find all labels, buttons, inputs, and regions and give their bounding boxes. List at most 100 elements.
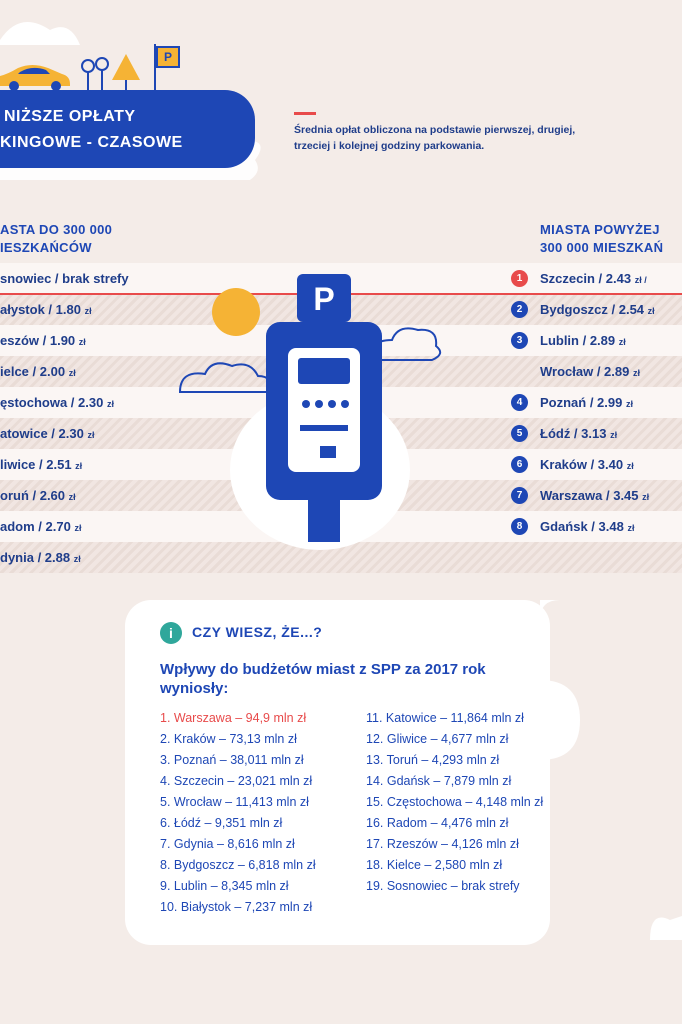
rank-badge: 5 [511, 425, 528, 442]
large-city-cell: Lublin / 2.89 zł [540, 333, 626, 348]
car-icon [0, 65, 70, 91]
small-cities-heading-line2: IESZKAŃCÓW [0, 240, 92, 255]
currency-unit: zł [632, 368, 640, 378]
list-item: 19. Sosnowiec – brak strefy [366, 879, 520, 893]
rank-badge: 8 [511, 518, 528, 535]
currency-unit: zł / [634, 275, 647, 285]
currency-unit: zł [647, 306, 655, 316]
trees-icon [81, 54, 140, 92]
small-city-cell: ęstochowa / 2.30 zł [0, 395, 114, 410]
small-city-cell: oruń / 2.60 zł [0, 488, 76, 503]
small-cities-heading: ASTA DO 300 000 IESZKAŃCÓW [0, 221, 112, 257]
city-price: ałystok / 1.80 [0, 302, 81, 317]
small-city-cell: atowice / 2.30 zł [0, 426, 94, 441]
list-item: 6. Łódź – 9,351 mln zł [160, 816, 283, 830]
currency-unit: zł [618, 337, 626, 347]
info-card-subtitle: Wpływy do budżetów miast z SPP za 2017 r… [160, 661, 486, 697]
large-cities-heading-line2: 300 000 MIESZKAŃ [540, 240, 664, 255]
list-item: 7. Gdynia – 8,616 mln zł [160, 837, 295, 851]
city-price: ielce / 2.00 [0, 364, 66, 379]
small-city-cell: snowiec / brak strefy [0, 271, 129, 286]
small-city-cell: eszów / 1.90 zł [0, 333, 86, 348]
city-price: liwice / 2.51 [0, 457, 72, 472]
rank-badge: 1 [511, 270, 528, 287]
list-item: 16. Radom – 4,476 mln zł [366, 816, 509, 830]
small-city-cell: ielce / 2.00 zł [0, 364, 76, 379]
currency-unit: zł [642, 492, 650, 502]
city-price: Gdańsk / 3.48 [540, 519, 624, 534]
large-city-cell: Warszawa / 3.45 zł [540, 488, 649, 503]
city-price: snowiec / brak strefy [0, 271, 129, 286]
large-city-cell: Wrocław / 2.89 zł [540, 364, 640, 379]
rank-badge: 6 [511, 456, 528, 473]
list-item: 18. Kielce – 2,580 mln zł [366, 858, 503, 872]
city-price: Poznań / 2.99 [540, 395, 623, 410]
small-city-cell: ałystok / 1.80 zł [0, 302, 92, 317]
meter-sign: P [313, 281, 334, 317]
currency-unit: zł [627, 523, 635, 533]
city-price: adom / 2.70 [0, 519, 71, 534]
large-city-cell: Gdańsk / 3.48 zł [540, 519, 634, 534]
city-price: Wrocław / 2.89 [540, 364, 630, 379]
currency-unit: zł [73, 554, 81, 564]
list-item: 2. Kraków – 73,13 mln zł [160, 732, 297, 746]
list-item: 14. Gdańsk – 7,879 mln zł [366, 774, 512, 788]
large-city-cell: Poznań / 2.99 zł [540, 395, 633, 410]
small-cities-heading-line1: ASTA DO 300 000 [0, 222, 113, 237]
parking-sign-letter: P [156, 46, 180, 68]
city-price: eszów / 1.90 [0, 333, 76, 348]
list-item: 12. Gliwice – 4,677 mln zł [366, 732, 509, 746]
rank-badge: 4 [511, 394, 528, 411]
currency-unit: zł [74, 523, 82, 533]
list-item: 10. Białystok – 7,237 mln zł [160, 900, 313, 914]
list-item: 15. Częstochowa – 4,148 mln zł [366, 795, 544, 809]
list-item: 5. Wrocław – 11,413 mln zł [160, 795, 309, 809]
page-title: NIŻSZE OPŁATY KINGOWE - CZASOWE [0, 104, 183, 156]
large-city-cell: Łódź / 3.13 zł [540, 426, 617, 441]
city-price: Łódź / 3.13 [540, 426, 607, 441]
small-city-cell: liwice / 2.51 zł [0, 457, 82, 472]
revenue-list-left: 1. Warszawa – 94,9 mln zł 2. Kraków – 73,… [160, 711, 316, 921]
cloud-left-icon [178, 362, 272, 393]
city-price: Warszawa / 3.45 [540, 488, 639, 503]
info-card-title: CZY WIESZ, ŻE...? [192, 624, 323, 640]
city-price: Lublin / 2.89 [540, 333, 616, 348]
currency-unit: zł [78, 337, 86, 347]
currency-unit: zł [68, 368, 76, 378]
list-item: 13. Toruń – 4,293 mln zł [366, 753, 500, 767]
parking-meter-illustration: P [178, 274, 442, 550]
currency-unit: zł [610, 430, 618, 440]
currency-unit: zł [84, 306, 92, 316]
list-item: 9. Lublin – 8,345 mln zł [160, 879, 289, 893]
city-price: Kraków / 3.40 [540, 457, 624, 472]
calculation-note: Średnia opłat obliczona na podstawie pie… [294, 124, 576, 152]
city-price: atowice / 2.30 [0, 426, 84, 441]
currency-unit: zł [106, 399, 114, 409]
list-item: 3. Poznań – 38,011 mln zł [160, 753, 304, 767]
rank-badge: 2 [511, 301, 528, 318]
list-item: 17. Rzeszów – 4,126 mln zł [366, 837, 519, 851]
list-item: 1. Warszawa – 94,9 mln zł [160, 711, 307, 725]
rank-badge: 7 [511, 487, 528, 504]
currency-unit: zł [626, 399, 634, 409]
info-icon: i [160, 622, 182, 644]
list-item: 8. Bydgoszcz – 6,818 mln zł [160, 858, 316, 872]
large-cities-heading: MIASTA POWYŻEJ 300 000 MIESZKAŃ [540, 221, 663, 257]
currency-unit: zł [68, 492, 76, 502]
info-card [125, 600, 550, 945]
large-cities-heading-line1: MIASTA POWYŻEJ [540, 222, 660, 237]
note-accent [294, 112, 316, 115]
parking-sign-icon: P [153, 44, 180, 94]
city-price: oruń / 2.60 [0, 488, 66, 503]
city-price: dynia / 2.88 [0, 550, 71, 565]
city-price: Bydgoszcz / 2.54 [540, 302, 645, 317]
revenue-list-right: 11. Katowice – 11,864 mln zł 12. Gliwice … [366, 711, 543, 900]
city-price: Szczecin / 2.43 [540, 271, 632, 286]
card-cloud-shape [540, 600, 682, 940]
large-city-cell: Bydgoszcz / 2.54 zł [540, 302, 655, 317]
rank-badge: 3 [511, 332, 528, 349]
small-city-cell: adom / 2.70 zł [0, 519, 81, 534]
large-city-cell: Szczecin / 2.43 zł / [540, 271, 647, 286]
title-banner [0, 90, 255, 168]
currency-unit: zł [87, 430, 95, 440]
